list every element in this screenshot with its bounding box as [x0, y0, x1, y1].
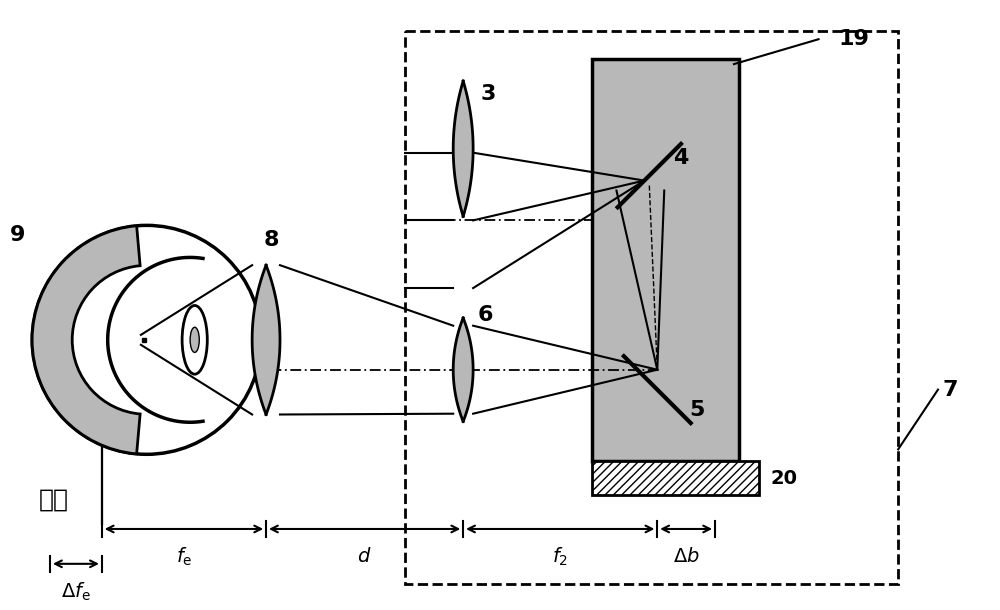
Text: 9: 9	[10, 225, 25, 245]
Circle shape	[32, 225, 261, 454]
Text: $\Delta b$: $\Delta b$	[673, 547, 700, 566]
Ellipse shape	[182, 306, 207, 374]
Polygon shape	[453, 81, 473, 217]
Text: $f_{\rm e}$: $f_{\rm e}$	[176, 546, 192, 568]
Bar	[592, 59, 739, 461]
Polygon shape	[252, 265, 280, 415]
Polygon shape	[453, 318, 473, 422]
Text: $f_{\rm 2}$: $f_{\rm 2}$	[552, 546, 568, 568]
Text: 5: 5	[689, 400, 705, 420]
Text: $d$: $d$	[357, 547, 372, 566]
Text: 8: 8	[263, 231, 279, 250]
Text: 6: 6	[477, 305, 493, 325]
Text: 焦面: 焦面	[39, 487, 69, 511]
Ellipse shape	[190, 327, 199, 353]
Text: 20: 20	[771, 468, 798, 488]
Text: 4: 4	[673, 148, 689, 168]
Text: 7: 7	[943, 379, 958, 400]
Text: 3: 3	[480, 84, 496, 104]
Text: $\Delta f_{\rm e}$: $\Delta f_{\rm e}$	[61, 581, 91, 603]
Text: 19: 19	[838, 29, 869, 49]
Wedge shape	[32, 226, 140, 454]
Bar	[592, 461, 759, 495]
